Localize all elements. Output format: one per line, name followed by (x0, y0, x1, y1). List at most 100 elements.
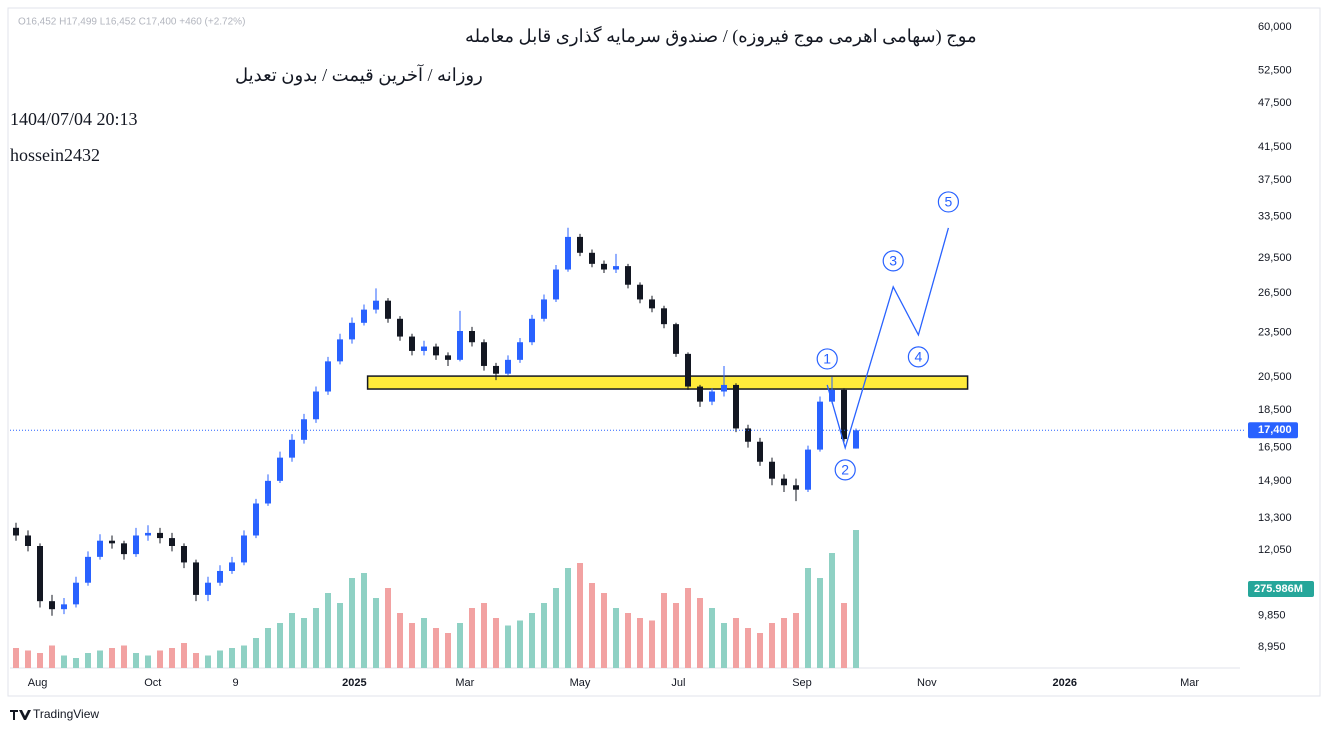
chart-title: موج (سهامی اهرمی موج فیروزه) / صندوق سرم… (465, 25, 977, 47)
y-tick-label: 41,500 (1258, 141, 1292, 153)
candle-body (673, 324, 679, 354)
x-tick-label: Mar (455, 677, 474, 689)
volume-bar (277, 623, 283, 668)
candle-body (469, 330, 475, 343)
candle-body (325, 361, 331, 392)
volume-bar (397, 613, 403, 668)
volume-bar (589, 583, 595, 668)
volume-bar (493, 618, 499, 668)
candle-body (601, 263, 607, 270)
volume-bar (145, 655, 151, 668)
volume-bar (757, 633, 763, 668)
candle-body (97, 540, 103, 557)
volume-bar (229, 648, 235, 668)
y-tick-label: 20,500 (1258, 371, 1292, 383)
candle-body (457, 330, 463, 360)
volume-bar (613, 608, 619, 668)
y-tick-label: 23,500 (1258, 326, 1292, 338)
candle-body (49, 601, 55, 610)
candle-body (481, 342, 487, 366)
volume-bar (505, 625, 511, 668)
x-tick-label: Aug (28, 677, 48, 689)
candle-body (565, 236, 571, 270)
volume-bar (649, 620, 655, 668)
volume-bar (445, 633, 451, 668)
candle-body (541, 299, 547, 319)
candle-body (157, 532, 163, 539)
x-tick-label: Mar (1180, 677, 1199, 689)
volume-bar (49, 645, 55, 668)
volume-bar (169, 648, 175, 668)
candle-body (853, 430, 859, 449)
y-tick-label: 60,000 (1258, 21, 1292, 33)
x-tick-label: Nov (917, 677, 937, 689)
volume-bar (529, 613, 535, 668)
volume-bar (553, 588, 559, 668)
volume-bar (733, 618, 739, 668)
y-tick-label: 47,500 (1258, 97, 1292, 109)
volume-bar (709, 608, 715, 668)
volume-bar (13, 648, 19, 668)
wave-circle (907, 346, 930, 368)
candle-body (721, 384, 727, 392)
candle-body (745, 428, 751, 442)
volume-bar (253, 638, 259, 668)
candle-body (637, 284, 643, 300)
last-price-label: 17,400 (1258, 424, 1292, 436)
candle-body (277, 457, 283, 481)
volume-bar (661, 593, 667, 668)
y-tick-label: 18,500 (1258, 404, 1292, 416)
candle-body (337, 339, 343, 362)
volume-bar (349, 578, 355, 668)
candle-body (217, 570, 223, 583)
candle-body (805, 449, 811, 490)
volume-bar (685, 588, 691, 668)
wave-label: 4 (915, 349, 923, 365)
candle-body (769, 461, 775, 479)
volume-bar (109, 648, 115, 668)
volume-bar (181, 643, 187, 668)
y-tick-label: 12,050 (1258, 544, 1292, 556)
volume-bar (469, 608, 475, 668)
candle-body (373, 300, 379, 310)
candle-body (61, 604, 67, 610)
wave-circle (816, 348, 838, 370)
candle-body (253, 503, 259, 536)
last-price-box (1248, 422, 1298, 439)
y-tick-label: 26,500 (1258, 287, 1292, 299)
candle-body (265, 480, 271, 504)
volume-bar (853, 530, 859, 668)
candle-body (433, 346, 439, 356)
author: hossein2432 (10, 145, 100, 165)
x-tick-label: Jul (671, 677, 685, 689)
candle-body (145, 532, 151, 536)
chart-subtitle: روزانه / آخرین قیمت / بدون تعدیل (235, 64, 483, 86)
y-tick-label: 9,850 (1258, 610, 1286, 622)
candle-body (181, 545, 187, 563)
candle-body (661, 308, 667, 325)
volume-bar (325, 593, 331, 668)
volume-bar (313, 608, 319, 668)
x-tick-label: May (570, 677, 591, 689)
candle-body (385, 300, 391, 319)
brand-logo (10, 710, 31, 720)
volume-bar (421, 618, 427, 668)
candle-body (649, 299, 655, 309)
candle-body (841, 389, 847, 440)
candle-body (349, 322, 355, 340)
volume-bar (601, 593, 607, 668)
volume-bar (205, 655, 211, 668)
candle-body (553, 269, 559, 300)
plot-area: 60,000 52,500 47,500 41,500 37,500 33,500 29,5… (10, 21, 1314, 689)
y-tick-label: 52,500 (1258, 64, 1292, 76)
volume-bar (781, 618, 787, 668)
x-tick-label: 9 (233, 677, 239, 689)
volume-bar (217, 650, 223, 668)
y-tick-label: 29,500 (1258, 252, 1292, 264)
candle-body (313, 391, 319, 420)
volume-bar (721, 623, 727, 668)
volume-bar (301, 618, 307, 668)
candle-body (505, 359, 511, 374)
wave-circle (882, 250, 904, 272)
